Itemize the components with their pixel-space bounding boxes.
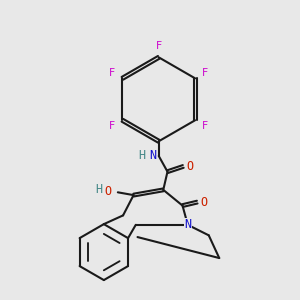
Text: F: F <box>202 68 208 78</box>
Text: O: O <box>201 196 208 208</box>
Text: O: O <box>104 185 112 198</box>
Text: F: F <box>156 41 162 51</box>
Text: O: O <box>187 160 194 173</box>
Text: F: F <box>202 121 208 131</box>
Text: N: N <box>184 218 191 231</box>
Text: F: F <box>109 121 116 131</box>
Text: N: N <box>149 149 156 162</box>
Text: H: H <box>95 183 102 196</box>
Text: F: F <box>109 68 116 78</box>
Text: H: H <box>138 149 146 162</box>
